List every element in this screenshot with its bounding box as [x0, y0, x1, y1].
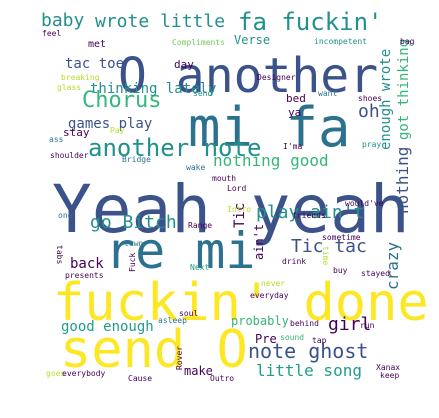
word-84: everybody — [62, 369, 106, 378]
word-54: Bridge — [122, 155, 151, 164]
word-20: nothing good — [213, 151, 329, 170]
word-1: re mi — [105, 222, 256, 280]
word-10: Chorus — [82, 88, 161, 113]
word-76: asleep — [158, 316, 187, 325]
word-14: play ain't — [256, 202, 364, 223]
word-63: tabs — [55, 245, 64, 264]
word-9: baby — [41, 10, 85, 31]
word-61: sometime — [322, 233, 361, 242]
word-34: met — [88, 39, 106, 50]
word-7: fa fuckin' — [238, 8, 383, 36]
word-79: Rover — [175, 346, 184, 370]
word-44: breaking — [61, 73, 100, 82]
word-41: incompetent — [314, 37, 367, 46]
word-13: go Bitch — [90, 212, 177, 233]
word-71: stayed — [361, 269, 390, 278]
word-59: one — [58, 211, 73, 220]
word-36: bed — [286, 92, 306, 105]
word-78: run — [360, 321, 375, 330]
word-57: Lord — [227, 184, 246, 193]
word-27: enough wrote — [378, 49, 394, 150]
word-32: Pre — [255, 332, 277, 346]
word-80: tap — [312, 336, 327, 345]
word-53: shoulder — [50, 151, 89, 160]
word-67: Next — [190, 263, 209, 272]
word-0: Yeah yeah — [52, 171, 410, 248]
word-70: buy — [333, 266, 348, 275]
word-43: Designer — [257, 73, 296, 82]
word-2: mi fa — [188, 96, 351, 159]
word-62: would've — [345, 199, 384, 208]
word-66: Fuck — [128, 253, 137, 272]
word-30: probably — [231, 314, 289, 328]
word-64: Range — [188, 221, 212, 230]
word-23: oh — [358, 101, 380, 122]
word-48: shoes — [358, 94, 382, 103]
word-5: send O — [60, 320, 248, 380]
word-22: back — [70, 256, 104, 272]
word-24: crazy — [383, 241, 402, 290]
word-8: wrote little — [95, 11, 225, 32]
word-47: want — [318, 89, 337, 98]
word-40: Compliments — [172, 38, 225, 47]
word-81: sound — [280, 333, 304, 342]
word-65: town — [124, 239, 143, 248]
word-18: little song — [256, 361, 362, 380]
word-55: wake — [186, 163, 205, 172]
word-69: time — [321, 246, 330, 265]
word-28: ain't — [252, 224, 266, 260]
word-21: thinking lately — [90, 81, 216, 97]
word-29: Tic — [232, 203, 248, 228]
word-82: Xanax — [376, 363, 400, 372]
word-50: Pay — [110, 126, 125, 135]
word-19: good enough — [61, 319, 154, 335]
word-75: soul — [179, 309, 198, 318]
word-58: Intro — [227, 205, 251, 214]
word-12: games play — [68, 116, 152, 132]
word-15: Tic tac — [291, 236, 367, 257]
word-38: stay — [63, 126, 90, 139]
word-56: mouth — [212, 174, 236, 183]
word-46: send — [193, 89, 212, 98]
word-25: nothing — [393, 147, 412, 214]
word-85: Cause — [128, 374, 152, 383]
word-49: ass — [49, 135, 64, 144]
word-72: presents — [65, 271, 104, 280]
word-74: everyday — [250, 291, 289, 300]
word-87: keep — [380, 371, 399, 380]
word-68: drink — [282, 257, 306, 266]
word-11: tac toe — [65, 56, 124, 72]
word-60: friends — [292, 211, 326, 220]
word-52: pray — [362, 140, 381, 149]
word-35: day — [174, 58, 194, 71]
word-51: I'ma — [283, 142, 302, 151]
word-39: feel — [42, 29, 61, 38]
word-26: got thinking — [396, 39, 412, 140]
word-3: O another — [118, 48, 378, 104]
word-83: goes — [46, 369, 65, 378]
word-37: ya — [288, 106, 301, 119]
word-45: glass — [57, 83, 81, 92]
word-42: bag — [400, 37, 415, 46]
word-4: fuckin' done — [53, 273, 429, 333]
word-6: another note — [88, 134, 261, 162]
word-77: behind — [290, 319, 319, 328]
word-16: note ghost — [248, 339, 368, 363]
word-33: Verse — [234, 33, 270, 47]
word-17: girl — [328, 314, 371, 335]
word-31: make — [184, 364, 213, 378]
word-73: never — [261, 279, 285, 288]
word-86: Outro — [210, 374, 234, 383]
